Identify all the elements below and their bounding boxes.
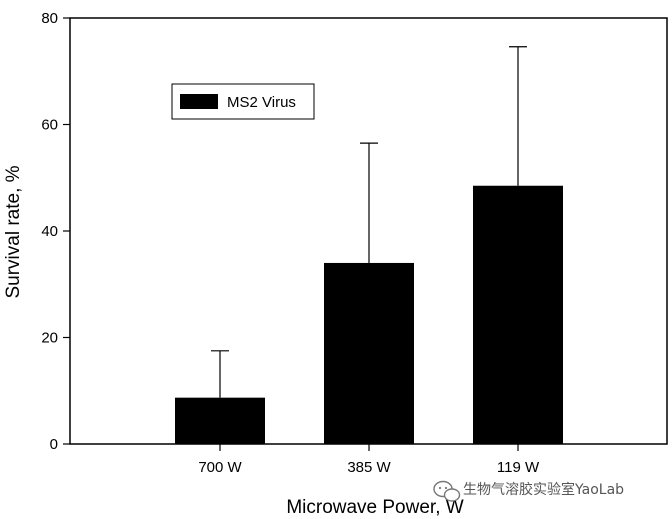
x-axis: 700 W 385 W 119 W: [198, 444, 540, 476]
bar-series: [175, 185, 563, 445]
y-tick-label: 40: [41, 223, 58, 240]
bar: [175, 397, 265, 444]
y-axis-title: Survival rate, %: [3, 165, 24, 298]
y-tick-label: 20: [41, 330, 58, 347]
error-bars: [211, 46, 527, 398]
x-tick-label: 700 W: [198, 459, 242, 476]
y-tick-label: 60: [41, 117, 58, 134]
x-tick-label: 119 W: [497, 459, 540, 476]
x-axis-title: Microwave Power, W: [286, 497, 463, 518]
watermark: 生物气溶胶实验室YaoLab: [433, 480, 624, 502]
legend: MS2 Virus: [171, 83, 315, 120]
bar: [324, 262, 414, 444]
wechat-icon: [433, 480, 461, 502]
y-tick-label: 80: [41, 10, 58, 27]
watermark-text: 生物气溶胶实验室YaoLab: [463, 481, 624, 498]
legend-swatch: [180, 94, 218, 109]
y-tick-label: 0: [50, 436, 58, 453]
x-tick-label: 385 W: [347, 459, 391, 476]
legend-label: MS2 Virus: [227, 94, 296, 111]
y-axis: 0 20 40 60 80: [41, 10, 70, 453]
bar: [473, 185, 563, 445]
